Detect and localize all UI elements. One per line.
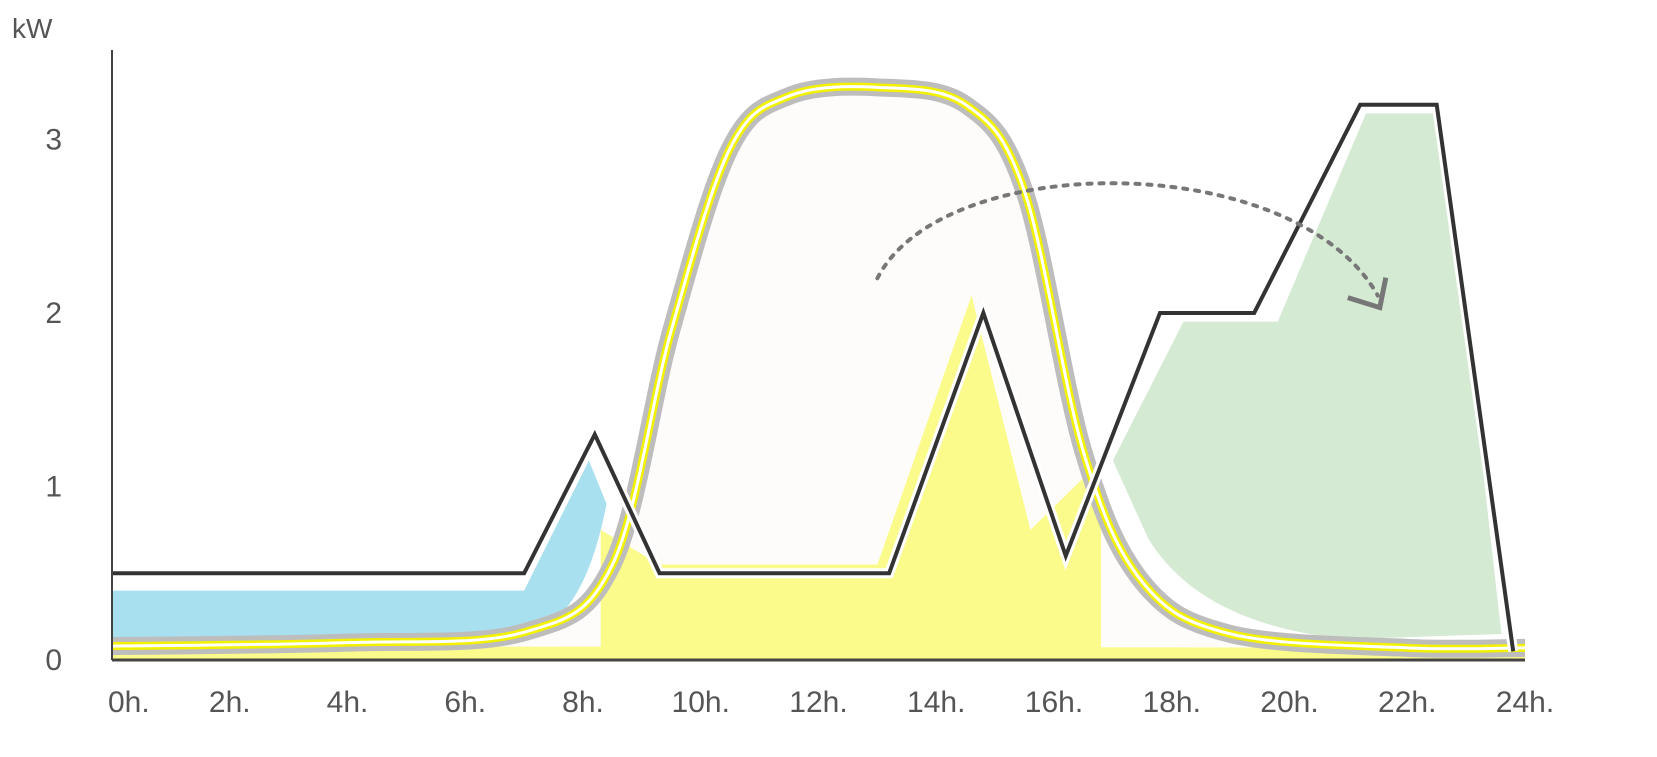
- x-tick-label: 20h.: [1260, 686, 1318, 719]
- x-tick-label: 0h.: [108, 686, 150, 719]
- consumption-line: [112, 102, 1516, 652]
- x-tick-label: 22h.: [1378, 686, 1436, 719]
- annotations: [875, 181, 1389, 311]
- x-tick-labels: 0h. 2h. 4h. 6h. 8h. 10h. 12h. 14h. 16h. 18h. 20h. 2…: [108, 686, 1554, 719]
- x-tick-label: 14h.: [907, 686, 965, 719]
- shift-arrow-head: [1347, 277, 1389, 311]
- x-tick-label: 18h.: [1143, 686, 1201, 719]
- y-tick-label: 2: [45, 297, 62, 330]
- x-tick-label: 12h.: [789, 686, 847, 719]
- x-tick-label: 16h.: [1025, 686, 1083, 719]
- battery-discharge-area: [1112, 113, 1502, 640]
- solar-surplus-region: [112, 86, 1525, 649]
- x-tick-label: 4h.: [327, 686, 369, 719]
- x-tick-label: 24h.: [1496, 686, 1554, 719]
- y-tick-label: 1: [45, 470, 62, 503]
- x-tick-label: 6h.: [444, 686, 486, 719]
- grid-consumption-area: [112, 460, 607, 640]
- y-tick-label: 3: [45, 123, 62, 156]
- x-tick-label: 10h.: [672, 686, 730, 719]
- y-axis-unit-label: kW: [12, 13, 53, 44]
- y-tick-label: 0: [45, 644, 62, 677]
- series-lines: [111, 77, 1526, 658]
- solar-curve-highlight: [111, 85, 1526, 651]
- x-tick-label: 8h.: [562, 686, 604, 719]
- y-tick-labels: 0 1 2 3: [45, 123, 62, 677]
- x-tick-label: 2h.: [209, 686, 251, 719]
- shift-arrow-path: [875, 181, 1380, 298]
